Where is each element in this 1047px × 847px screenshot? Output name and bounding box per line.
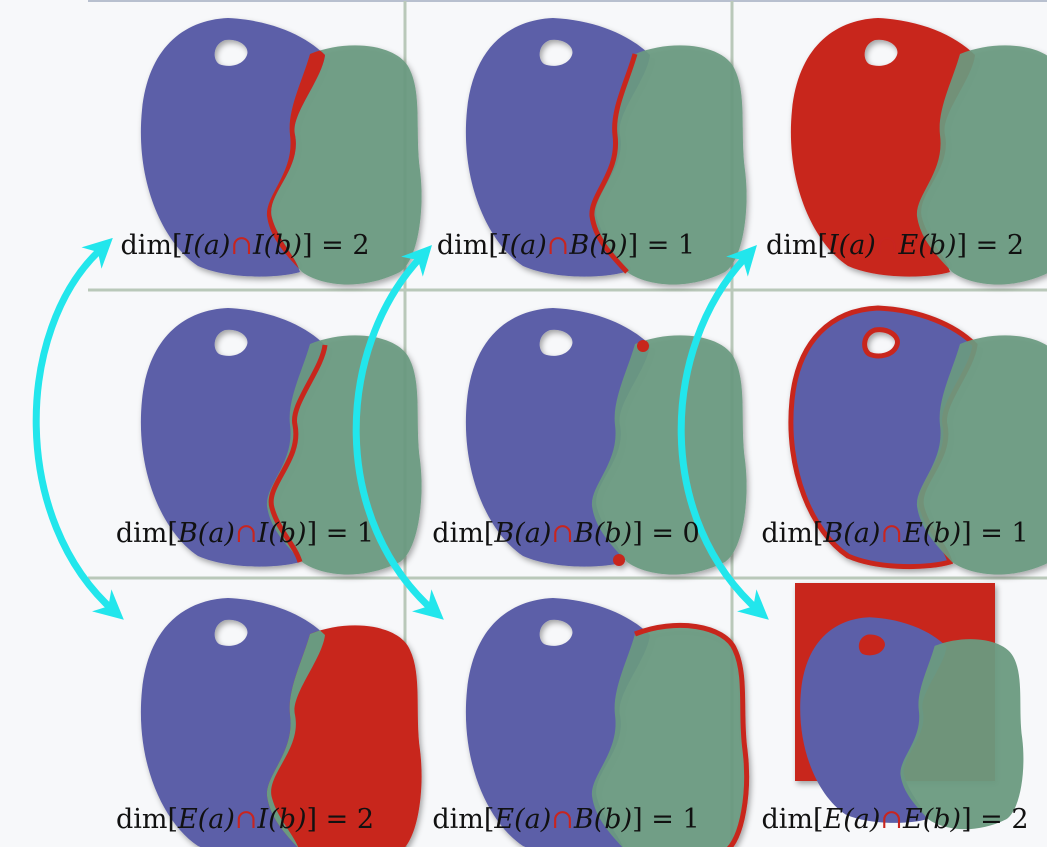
- arrow-IE-EE: [677, 245, 769, 620]
- cell-EB-figure: [465, 598, 750, 847]
- label-BB: dim[B(a)∩B(b)] = 0: [432, 518, 700, 549]
- arrow-II-EI: [32, 237, 124, 620]
- label-EB: dim[E(a)∩B(b)] = 1: [432, 804, 700, 835]
- label-IE: dim[I(a)∩E(b)] = 2: [765, 230, 1025, 261]
- cyan-arrows: [32, 237, 769, 620]
- cell-BE-figure: [788, 305, 1047, 575]
- label-II: dim[I(a)∩I(b)] = 2: [120, 230, 370, 261]
- arrow-IB-EB: [352, 245, 444, 620]
- label-BI: dim[B(a)∩I(b)] = 1: [115, 518, 375, 549]
- cell-EE-figure: [795, 583, 1024, 830]
- cell-BB-figure: [465, 308, 747, 575]
- cell-IE-figure: [790, 18, 1047, 285]
- label-BE: dim[B(a)∩E(b)] = 1: [761, 518, 1029, 549]
- cell-II-figure: [140, 18, 422, 285]
- label-EE: dim[E(a)∩E(b)] = 2: [761, 804, 1029, 835]
- label-EI: dim[E(a)∩I(b)] = 2: [115, 804, 375, 835]
- label-IB: dim[I(a)∩B(b)] = 1: [436, 230, 696, 261]
